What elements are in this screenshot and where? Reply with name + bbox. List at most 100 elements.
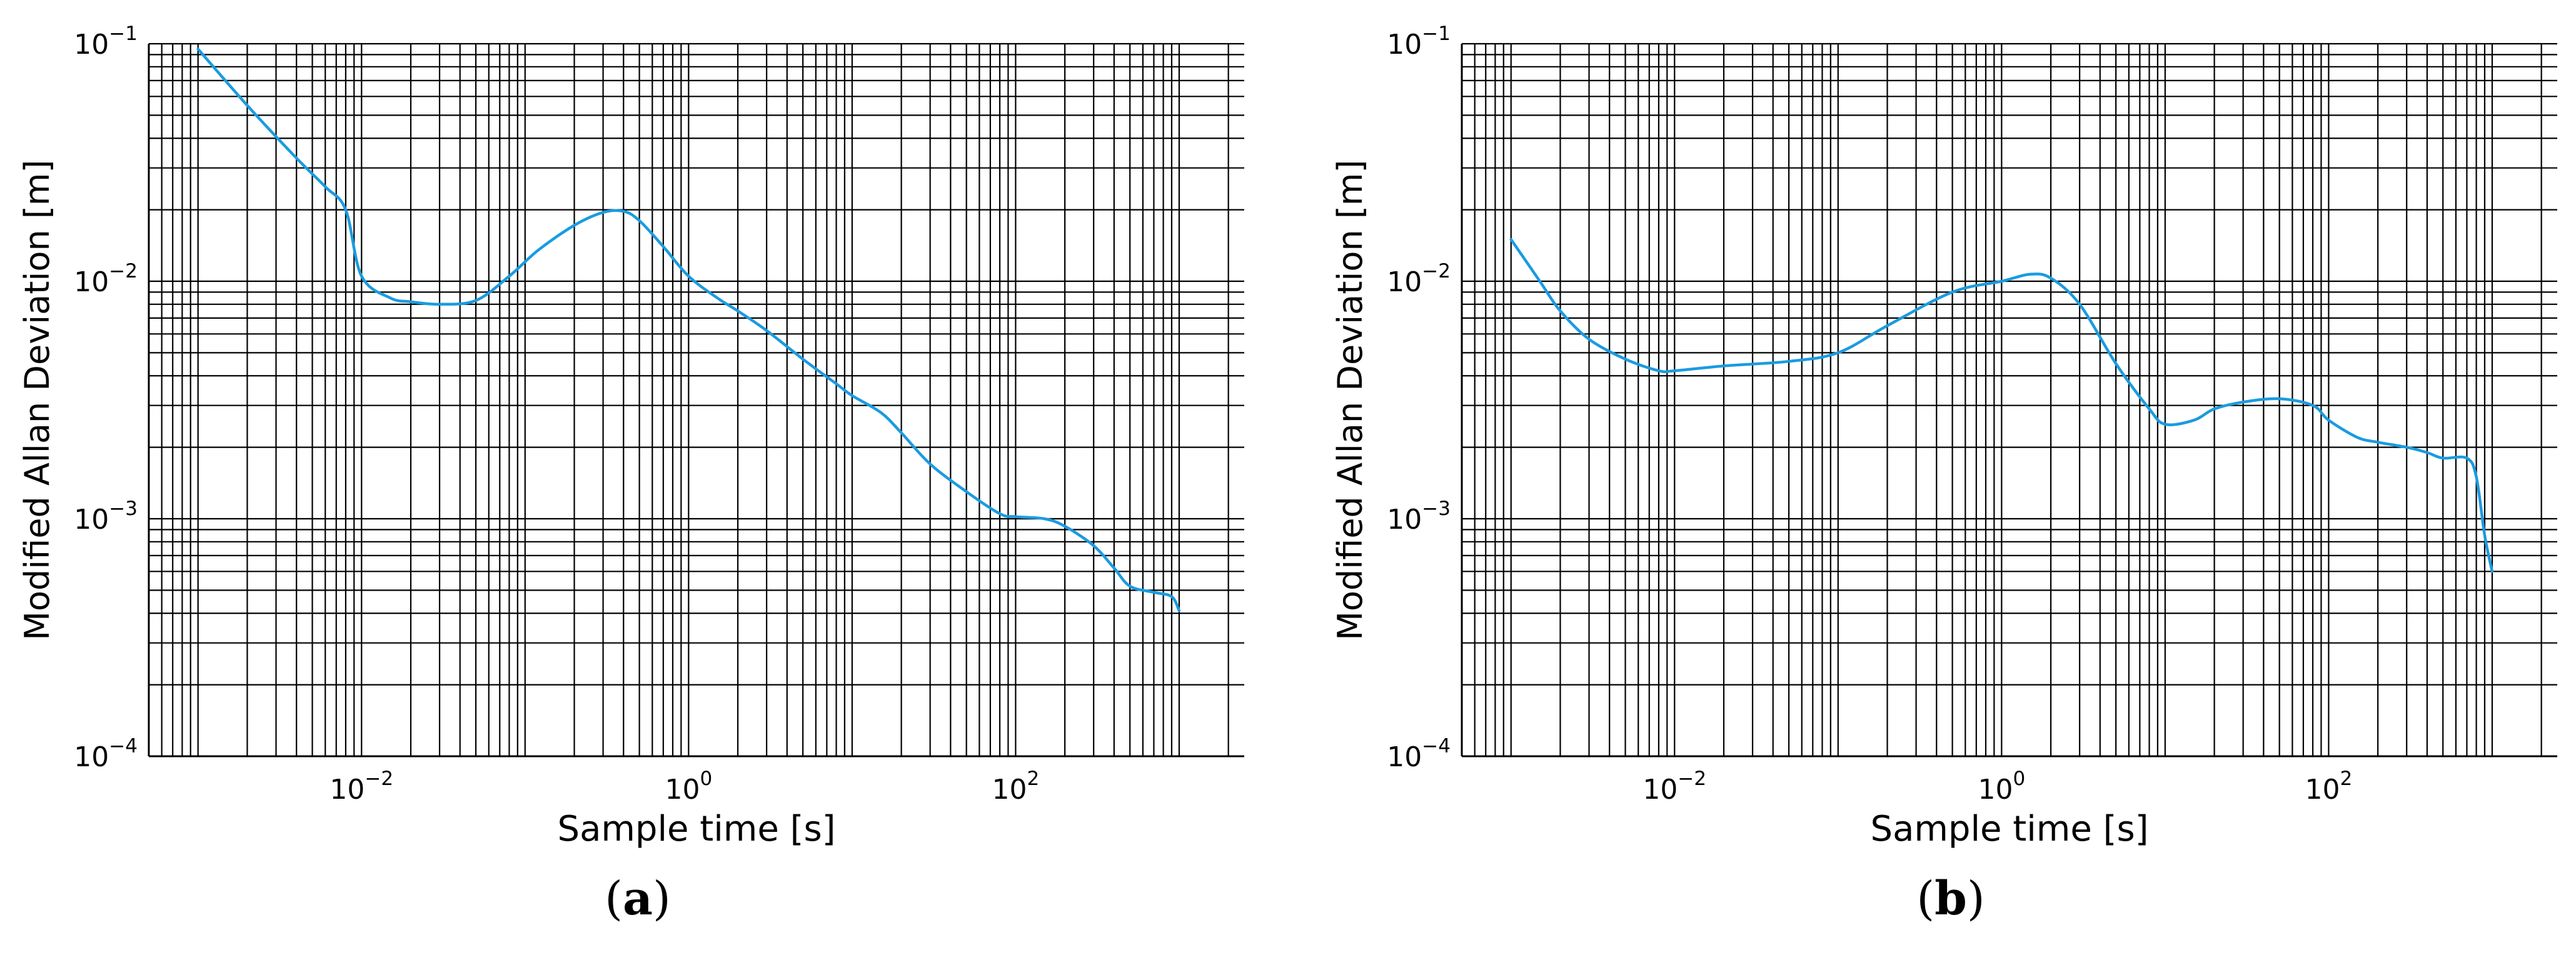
data-point xyxy=(1951,290,1955,294)
grid-a xyxy=(148,42,1244,758)
data-point xyxy=(1509,238,1513,241)
data-point xyxy=(2078,302,2081,306)
grid-b xyxy=(1461,42,2557,758)
y-tick-label: 10−4 xyxy=(74,735,138,773)
data-point xyxy=(388,296,392,300)
data-point xyxy=(2278,397,2282,401)
data-point xyxy=(196,47,200,51)
data-point xyxy=(1042,517,1046,521)
data-point xyxy=(965,490,969,494)
y-tick-label: 10−3 xyxy=(1387,498,1451,536)
x-tick-base: 10 xyxy=(1978,774,2013,806)
panel-caption-a-letter: a xyxy=(623,872,653,926)
data-point xyxy=(2465,456,2468,460)
panel-caption-a: (a) xyxy=(605,872,671,926)
y-tick-exponent: −1 xyxy=(1422,22,1451,45)
y-tick-base: 10 xyxy=(74,29,109,61)
y-tick-base: 10 xyxy=(74,741,109,773)
y-tick-base: 10 xyxy=(1387,266,1422,298)
x-tick-exponent: 0 xyxy=(700,768,712,790)
data-point xyxy=(507,274,511,278)
y-tick-exponent: −3 xyxy=(1422,498,1451,520)
y-tick-label: 10−1 xyxy=(74,22,138,61)
x-tick-label: 102 xyxy=(992,768,1040,806)
data-point xyxy=(2148,407,2151,411)
x-tick-label: 102 xyxy=(2305,768,2353,806)
panel-caption-b-letter: b xyxy=(1935,872,1967,926)
y-tick-label: 10−2 xyxy=(1387,260,1451,298)
data-point xyxy=(2028,272,2032,276)
x-tick-label: 100 xyxy=(665,768,712,806)
data-point xyxy=(409,300,413,304)
data-point xyxy=(2483,534,2487,538)
x-tick-exponent: 2 xyxy=(1027,768,1040,790)
data-point xyxy=(536,248,540,252)
y-tick-base: 10 xyxy=(74,266,109,298)
data-point xyxy=(2327,418,2330,422)
data-point xyxy=(474,299,478,302)
data-point xyxy=(2000,279,2003,283)
data-point xyxy=(438,302,441,306)
data-point xyxy=(928,462,932,466)
y-tick-exponent: −1 xyxy=(109,22,138,45)
data-point xyxy=(835,382,838,386)
data-point xyxy=(1170,595,1174,599)
data-point xyxy=(621,209,625,213)
data-point xyxy=(1538,279,1542,283)
data-point xyxy=(2425,451,2429,454)
data-point xyxy=(662,244,665,248)
data-point xyxy=(900,431,903,435)
data-point xyxy=(736,309,740,312)
data-point xyxy=(1063,524,1067,528)
x-tick-base: 10 xyxy=(2305,774,2340,806)
y-tick-exponent: −2 xyxy=(109,260,138,282)
data-point xyxy=(1152,591,1155,594)
data-point xyxy=(2163,422,2167,426)
data-point xyxy=(2490,569,2494,573)
data-point xyxy=(1558,309,1562,312)
data-point xyxy=(1112,566,1116,570)
x-tick-base: 10 xyxy=(665,774,700,806)
data-point xyxy=(2311,404,2315,408)
data-point xyxy=(879,411,883,414)
data-point xyxy=(2213,407,2216,411)
y-axis-label: Modified Allan Deviation [m] xyxy=(18,159,57,640)
y-axis-label: Modified Allan Deviation [m] xyxy=(1331,159,1370,640)
data-point xyxy=(2114,362,2118,366)
data-point xyxy=(344,208,348,212)
data-point xyxy=(715,296,719,300)
data-point xyxy=(2441,456,2445,460)
x-tick-exponent: 2 xyxy=(2340,768,2353,790)
data-point xyxy=(1886,324,1889,328)
data-point xyxy=(2355,436,2359,439)
data-point xyxy=(2192,418,2196,422)
data-point xyxy=(765,329,768,332)
x-tick-label: 100 xyxy=(1978,768,2025,806)
data-point xyxy=(1128,584,1132,588)
data-point xyxy=(687,274,690,278)
data-point xyxy=(2241,400,2245,404)
data-point xyxy=(1673,369,1676,372)
data-point xyxy=(2475,475,2478,479)
data-point xyxy=(1177,609,1181,612)
data-point xyxy=(1624,358,1628,361)
data-point xyxy=(294,156,298,160)
data-point xyxy=(1014,515,1017,519)
y-tick-base: 10 xyxy=(1387,741,1422,773)
y-tick-base: 10 xyxy=(74,504,109,536)
data-point xyxy=(1657,369,1661,372)
x-tick-base: 10 xyxy=(1643,774,1678,806)
data-point xyxy=(801,358,805,361)
data-point xyxy=(323,185,327,189)
data-point xyxy=(1587,338,1591,341)
x-tick-exponent: 0 xyxy=(2013,768,2025,790)
y-tick-base: 10 xyxy=(1387,504,1422,536)
data-point xyxy=(1836,351,1840,354)
y-tick-label: 10−2 xyxy=(74,260,138,298)
data-point xyxy=(360,274,363,278)
y-tick-label: 10−1 xyxy=(1387,22,1451,61)
x-tick-base: 10 xyxy=(992,774,1027,806)
panel-caption-b: (b) xyxy=(1916,872,1985,926)
